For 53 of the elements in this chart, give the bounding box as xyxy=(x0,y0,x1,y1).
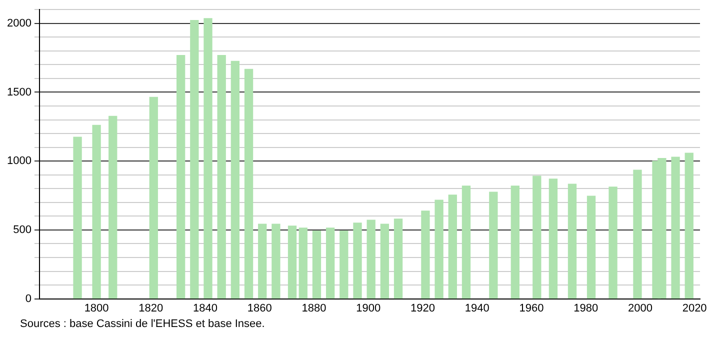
source-note: Sources : base Cassini de l'EHESS et base Insee. xyxy=(20,318,266,330)
bar xyxy=(340,230,348,299)
bar xyxy=(394,218,403,299)
bar xyxy=(298,228,308,299)
y-tick-label: 500 xyxy=(13,224,32,236)
bar xyxy=(489,192,498,299)
bar xyxy=(326,228,335,299)
x-tick-label: 1960 xyxy=(519,302,544,314)
x-tick-label: 1940 xyxy=(464,302,490,314)
bar xyxy=(258,224,267,299)
bar xyxy=(272,224,280,299)
bar xyxy=(204,18,212,299)
bar xyxy=(312,230,322,299)
y-tick-label: 1500 xyxy=(6,86,32,98)
x-tick-label: 1820 xyxy=(138,302,164,314)
bar xyxy=(510,186,520,299)
bar xyxy=(380,224,390,299)
x-tick-label: 1900 xyxy=(356,302,381,314)
bar xyxy=(608,186,618,299)
bar xyxy=(217,54,226,299)
bar xyxy=(92,124,101,299)
bar xyxy=(73,136,82,299)
bar xyxy=(149,96,158,299)
bar xyxy=(288,226,297,299)
bar xyxy=(421,210,430,299)
bar xyxy=(230,60,240,299)
bar xyxy=(671,156,680,299)
bar xyxy=(353,222,362,299)
bar xyxy=(176,54,186,299)
bar xyxy=(532,176,542,299)
x-tick-label: 2000 xyxy=(628,302,652,314)
bar xyxy=(244,68,254,299)
y-tick-label: 2000 xyxy=(6,17,32,30)
bar xyxy=(108,116,118,299)
y-tick-label: 1000 xyxy=(6,155,32,168)
x-tick-label: 2020 xyxy=(682,302,707,314)
bar xyxy=(448,194,457,299)
y-tick-label: 0 xyxy=(25,292,32,305)
bar xyxy=(684,152,694,299)
x-tick-label: 1860 xyxy=(247,302,272,314)
bar xyxy=(548,178,558,299)
x-tick-label: 1840 xyxy=(193,302,218,314)
bar xyxy=(434,200,444,299)
bar xyxy=(633,170,642,299)
x-tick-label: 1920 xyxy=(410,302,435,314)
bar xyxy=(190,20,199,299)
x-tick-label: 1800 xyxy=(84,302,109,314)
bar xyxy=(568,184,577,299)
x-tick-label: 1980 xyxy=(574,302,598,314)
bar xyxy=(462,186,471,299)
bar xyxy=(586,196,596,299)
bar xyxy=(366,220,376,299)
x-tick-label: 1880 xyxy=(302,302,326,314)
